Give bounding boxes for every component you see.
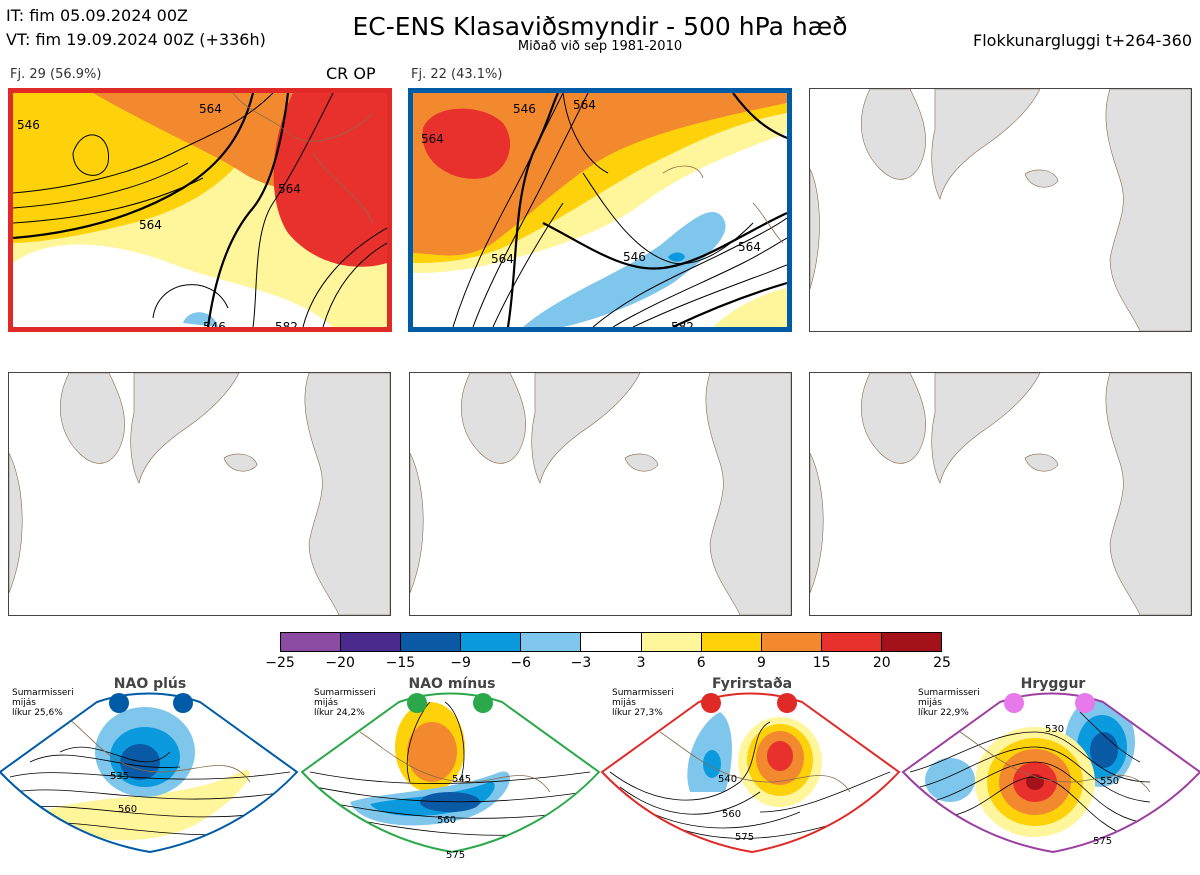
regime-title: Fyrirstaða [711, 676, 793, 692]
regime-title: NAO mínus [408, 676, 496, 692]
cluster2-contour-label: 564 [573, 98, 596, 112]
regime-ridge-marker [1075, 693, 1095, 713]
cluster2-contour-label: 564 [738, 240, 761, 254]
regime-contour-label: 550 [1100, 776, 1119, 787]
colorbar-segment [821, 633, 882, 651]
page-subtitle: Miðað við sep 1981-2010 [517, 39, 683, 54]
colorbar-segment [341, 633, 402, 651]
cluster2-contour-label: 582 [671, 320, 694, 327]
colorbar-tick-label: 9 [756, 655, 766, 671]
regime-contour-label: 575 [1093, 836, 1112, 847]
empty-map-panel [809, 88, 1192, 332]
cluster1-contour-label: 546 [203, 320, 226, 327]
regime-contour-label: 540 [718, 774, 737, 785]
colorbar-segment [401, 633, 462, 651]
cluster1-map: 546 564 564 564 546 582 [8, 88, 392, 332]
colorbar-tick-label: −20 [325, 655, 355, 671]
colorbar-segment [641, 633, 702, 651]
colorbar-segment [461, 633, 522, 651]
regime-blocking-marker [777, 693, 797, 713]
empty-map-panel [809, 372, 1192, 616]
colorbar-segment [281, 633, 342, 651]
regime-nao-plus-marker [173, 693, 193, 713]
regime-contour-label: 575 [735, 832, 754, 843]
colorbar-segment [581, 633, 642, 651]
cluster2-contour-label: 564 [421, 132, 444, 146]
cluster2-contour-label: 546 [623, 250, 646, 264]
cluster1-contour-label: 546 [17, 118, 40, 132]
regime-contour-label: 560 [437, 815, 456, 826]
regime-contour-label: 560 [118, 804, 137, 815]
regime-info: Sumarmisseri mijás líkur 27,3% [612, 688, 674, 718]
colorbar-tick-label: 20 [872, 655, 891, 671]
classification-window: Flokkunargluggi t+264-360 [973, 31, 1192, 50]
colorbar-segment [701, 633, 762, 651]
colorbar-tick-label: −6 [510, 655, 532, 671]
regime-nao-minus-marker [473, 693, 493, 713]
colorbar-segment [761, 633, 822, 651]
regime-blocking-marker [701, 693, 721, 713]
regime-ridge-marker [1004, 693, 1024, 713]
cluster2-label: Fj. 22 (43.1%) [411, 67, 503, 82]
colorbar-tick-label: 25 [933, 655, 951, 671]
colorbar-tick-label: 15 [812, 655, 831, 671]
cluster2-contour-label: 564 [491, 252, 514, 266]
regime-contour-label: 560 [722, 809, 741, 820]
regime-nao-plus-marker [109, 693, 129, 713]
regime-contour-label: 545 [452, 774, 471, 785]
colorbar-segment [521, 633, 582, 651]
regime-contour-label: 530 [1045, 724, 1064, 735]
regime-info: Sumarmisseri mijás líkur 22,9% [918, 688, 980, 718]
valid-time: VT: fim 19.09.2024 00Z (+336h) [6, 30, 266, 49]
colorbar-tick-label: −9 [450, 655, 471, 671]
empty-map-panel [8, 372, 391, 616]
colorbar [280, 632, 942, 652]
init-time: IT: fim 05.09.2024 00Z [6, 6, 188, 25]
cluster1-label: Fj. 29 (56.9%) [10, 67, 102, 82]
colorbar-tick-label: 6 [696, 655, 706, 671]
regime-info: Sumarmisseri mijás líkur 24,2% [314, 688, 376, 718]
regime-contour-label: 575 [446, 850, 465, 861]
regime-contour-label: 535 [110, 771, 129, 782]
cluster1-contour-label: 564 [278, 182, 301, 196]
regime-title: Hryggur [1020, 676, 1086, 692]
colorbar-segment [881, 633, 942, 651]
colorbar-tick-label: −25 [265, 655, 295, 671]
regimes-row: 535 560 545 560 575 540 560 575 530 550 … [0, 672, 1200, 871]
regime-nao-minus-marker [407, 693, 427, 713]
colorbar-tick-label: −15 [385, 655, 416, 671]
cluster1-extra: CR OP [326, 64, 376, 83]
colorbar-tick-label: −3 [570, 655, 592, 671]
regime-info: Sumarmisseri mijás líkur 25,6% [12, 688, 74, 718]
cluster1-contour-label: 564 [199, 102, 222, 116]
cluster1-contour-label: 564 [139, 218, 162, 232]
colorbar-tick-label: 3 [636, 655, 646, 671]
page-title: EC-ENS Klasaviðsmyndir - 500 hPa hæð [352, 12, 848, 41]
cluster2-map: 564 546 564 564 546 564 582 [408, 88, 792, 332]
cluster2-contour-label: 546 [513, 102, 536, 116]
colorbar-tick-labels: −25 −20 −15 −9 −6 −3 3 6 9 15 20 25 [265, 655, 951, 673]
regime-title: NAO plús [113, 676, 187, 692]
empty-map-panel [409, 372, 792, 616]
cluster1-contour-label: 582 [275, 320, 298, 327]
